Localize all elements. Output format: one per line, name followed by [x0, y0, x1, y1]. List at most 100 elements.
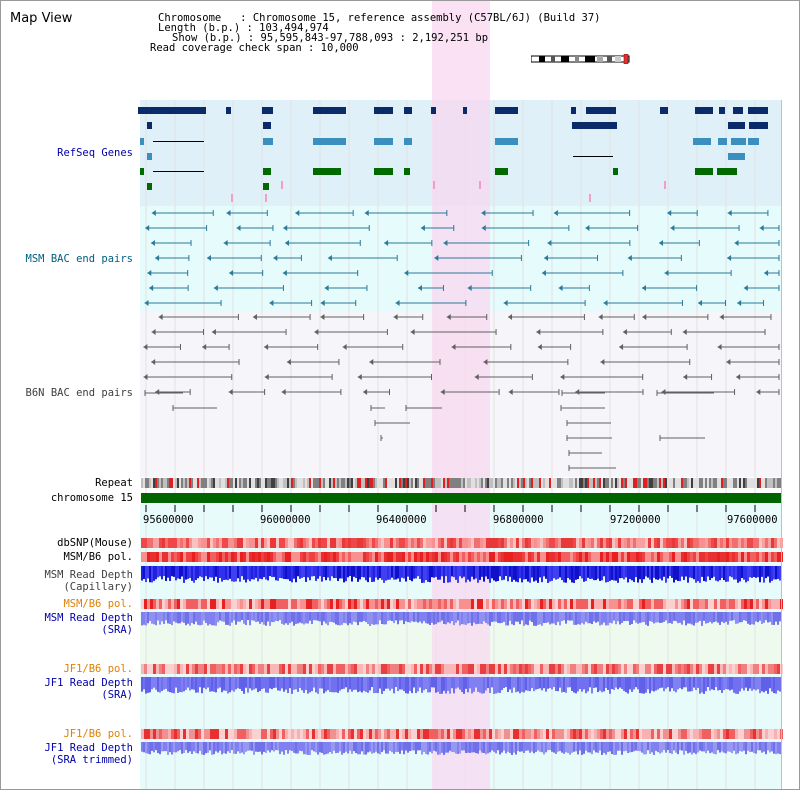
msm-b6-pol-sra-cell	[171, 599, 174, 609]
msm-depth-capillary-bar	[597, 566, 599, 579]
msm-depth-capillary-bar	[683, 566, 685, 581]
jf1-depth-sra-bar	[303, 677, 305, 693]
repeat-element	[279, 478, 281, 488]
refseq-genes-label[interactable]: RefSeq Genes	[57, 147, 133, 159]
msm-b6-pol-cell	[591, 552, 594, 562]
jf1-depth-trim-bar	[169, 742, 171, 753]
msm-depth-sra-bar	[275, 612, 277, 621]
msm-bac-pair-end	[364, 210, 369, 216]
repeat-element	[457, 478, 459, 488]
jf1-depth-trim-bar	[179, 742, 181, 751]
repeat-element	[385, 478, 387, 488]
msm-b6-pol-cell	[645, 552, 648, 562]
msm-depth-capillary-bar	[147, 566, 149, 579]
jf1-b6-pol-cell	[282, 664, 285, 674]
repeat-element	[755, 478, 757, 488]
msm-depth-sra-bar	[445, 612, 447, 625]
b6n-bac-pair-end	[446, 314, 451, 320]
msm-b6-pol-sra-cell	[249, 599, 252, 609]
msm-b6-pol-cell	[399, 552, 402, 562]
repeat-element	[433, 478, 435, 488]
msm-bac-pair-end	[145, 225, 150, 231]
msm-b6-pol-cell	[462, 552, 465, 562]
msm-depth-capillary-bar	[351, 566, 353, 582]
msm-b6-pol-cell	[246, 552, 249, 562]
msm-b6-pol-cell	[291, 552, 294, 562]
dbsnp-cell	[555, 538, 558, 548]
jf1-b6-pol-cell	[204, 664, 207, 674]
jf1-b6-pol-cell	[756, 664, 759, 674]
dbsnp-cell	[147, 538, 150, 548]
jf1-depth-sra-bar	[441, 677, 443, 694]
b6n-bac-pair-end	[598, 314, 603, 320]
dbsnp-cell	[252, 538, 255, 548]
jf1-depth-sra-bar	[537, 677, 539, 689]
jf1-depth-trim-bar	[769, 742, 771, 753]
jf1-depth-sra-bar	[333, 677, 335, 693]
repeat-element	[351, 478, 353, 488]
jf1-depth-trim-bar	[479, 742, 481, 751]
msm-depth-capillary-bar	[215, 566, 217, 577]
jf1-b6-pol-trim-cell	[312, 729, 315, 739]
repeat-label[interactable]: Repeat	[95, 477, 133, 489]
b6n-bac-label[interactable]: B6N BAC end pairs	[25, 387, 133, 399]
jf1-b6-pol-trim-cell	[291, 729, 294, 739]
repeat-element	[465, 478, 467, 488]
jf1-depth-sra-bar	[777, 677, 779, 691]
jf1-b6-pol-trim-label[interactable]: JF1/B6 pol.	[63, 728, 133, 740]
dbsnp-label[interactable]: dbSNP(Mouse)	[57, 537, 133, 549]
dbsnp-cell	[351, 538, 354, 548]
jf1-depth-trim-bar	[629, 742, 631, 753]
jf1-b6-pol-label[interactable]: JF1/B6 pol.	[63, 663, 133, 675]
jf1-b6-pol-cell	[486, 664, 489, 674]
dbsnp-cell	[231, 538, 234, 548]
jf1-depth-sra-bar	[625, 677, 627, 693]
repeat-element	[257, 478, 259, 488]
jf1-b6-pol-cell	[369, 664, 372, 674]
jf1-depth-sra-bar	[245, 677, 247, 688]
jf1-depth-trim-bar	[777, 742, 779, 754]
jf1-b6-pol-cell	[762, 664, 765, 674]
jf1-depth-sra-bar	[477, 677, 479, 692]
jf1-depth-trim-bar	[167, 742, 169, 755]
msm-b6-pol-cell	[483, 552, 486, 562]
repeat-element	[371, 478, 373, 488]
msm-depth-capillary-label[interactable]: MSM Read Depth	[44, 569, 133, 581]
repeat-element	[285, 478, 287, 488]
jf1-depth-trim-bar	[689, 742, 691, 753]
jf1-b6-pol-trim-cell	[225, 729, 228, 739]
msm-b6-pol-label[interactable]: MSM/B6 pol.	[63, 551, 133, 563]
jf1-depth-sra-label[interactable]: JF1 Read Depth	[44, 677, 133, 689]
jf1-depth-trim-bar	[589, 742, 591, 753]
dbsnp-cell	[306, 538, 309, 548]
gene-strand-arrow	[717, 168, 721, 175]
repeat-element	[307, 478, 309, 488]
jf1-depth-trim-bar	[599, 742, 601, 751]
jf1-depth-trim-bar	[673, 742, 675, 751]
jf1-depth-trim-label[interactable]: JF1 Read Depth	[44, 742, 133, 754]
msm-bac-label[interactable]: MSM BAC end pairs	[25, 253, 133, 265]
msm-depth-capillary-bar	[393, 566, 395, 580]
msm-depth-capillary-bar	[731, 566, 733, 578]
jf1-depth-sra-bar	[171, 677, 173, 693]
jf1-b6-pol-cell	[759, 664, 762, 674]
jf1-depth-trim-bar	[171, 742, 173, 755]
msm-depth-sra-bar	[649, 612, 651, 621]
dbsnp-cell	[300, 538, 303, 548]
msm-b6-pol-sra-cell	[390, 599, 393, 609]
jf1-depth-trim-bar	[523, 742, 525, 754]
msm-depth-sra-label[interactable]: MSM Read Depth	[44, 612, 133, 624]
jf1-depth-sra-bar	[437, 677, 439, 692]
msm-depth-sra-bar	[345, 612, 347, 624]
jf1-depth-trim-bar	[157, 742, 159, 754]
msm-depth-capillary-bar	[257, 566, 259, 582]
gene-strand-arrow	[495, 138, 499, 145]
msm-b6-pol-sra-cell	[201, 599, 204, 609]
jf1-depth-sra-bar	[525, 677, 527, 691]
msm-depth-sra-bar	[179, 612, 181, 624]
chromosome-track-label[interactable]: chromosome 15	[50, 492, 133, 504]
msm-b6-pol-sra-label[interactable]: MSM/B6 pol.	[63, 598, 133, 610]
msm-b6-pol-cell	[582, 552, 585, 562]
jf1-depth-sra-bar	[521, 677, 523, 692]
chromosome-ideogram[interactable]	[531, 54, 631, 64]
